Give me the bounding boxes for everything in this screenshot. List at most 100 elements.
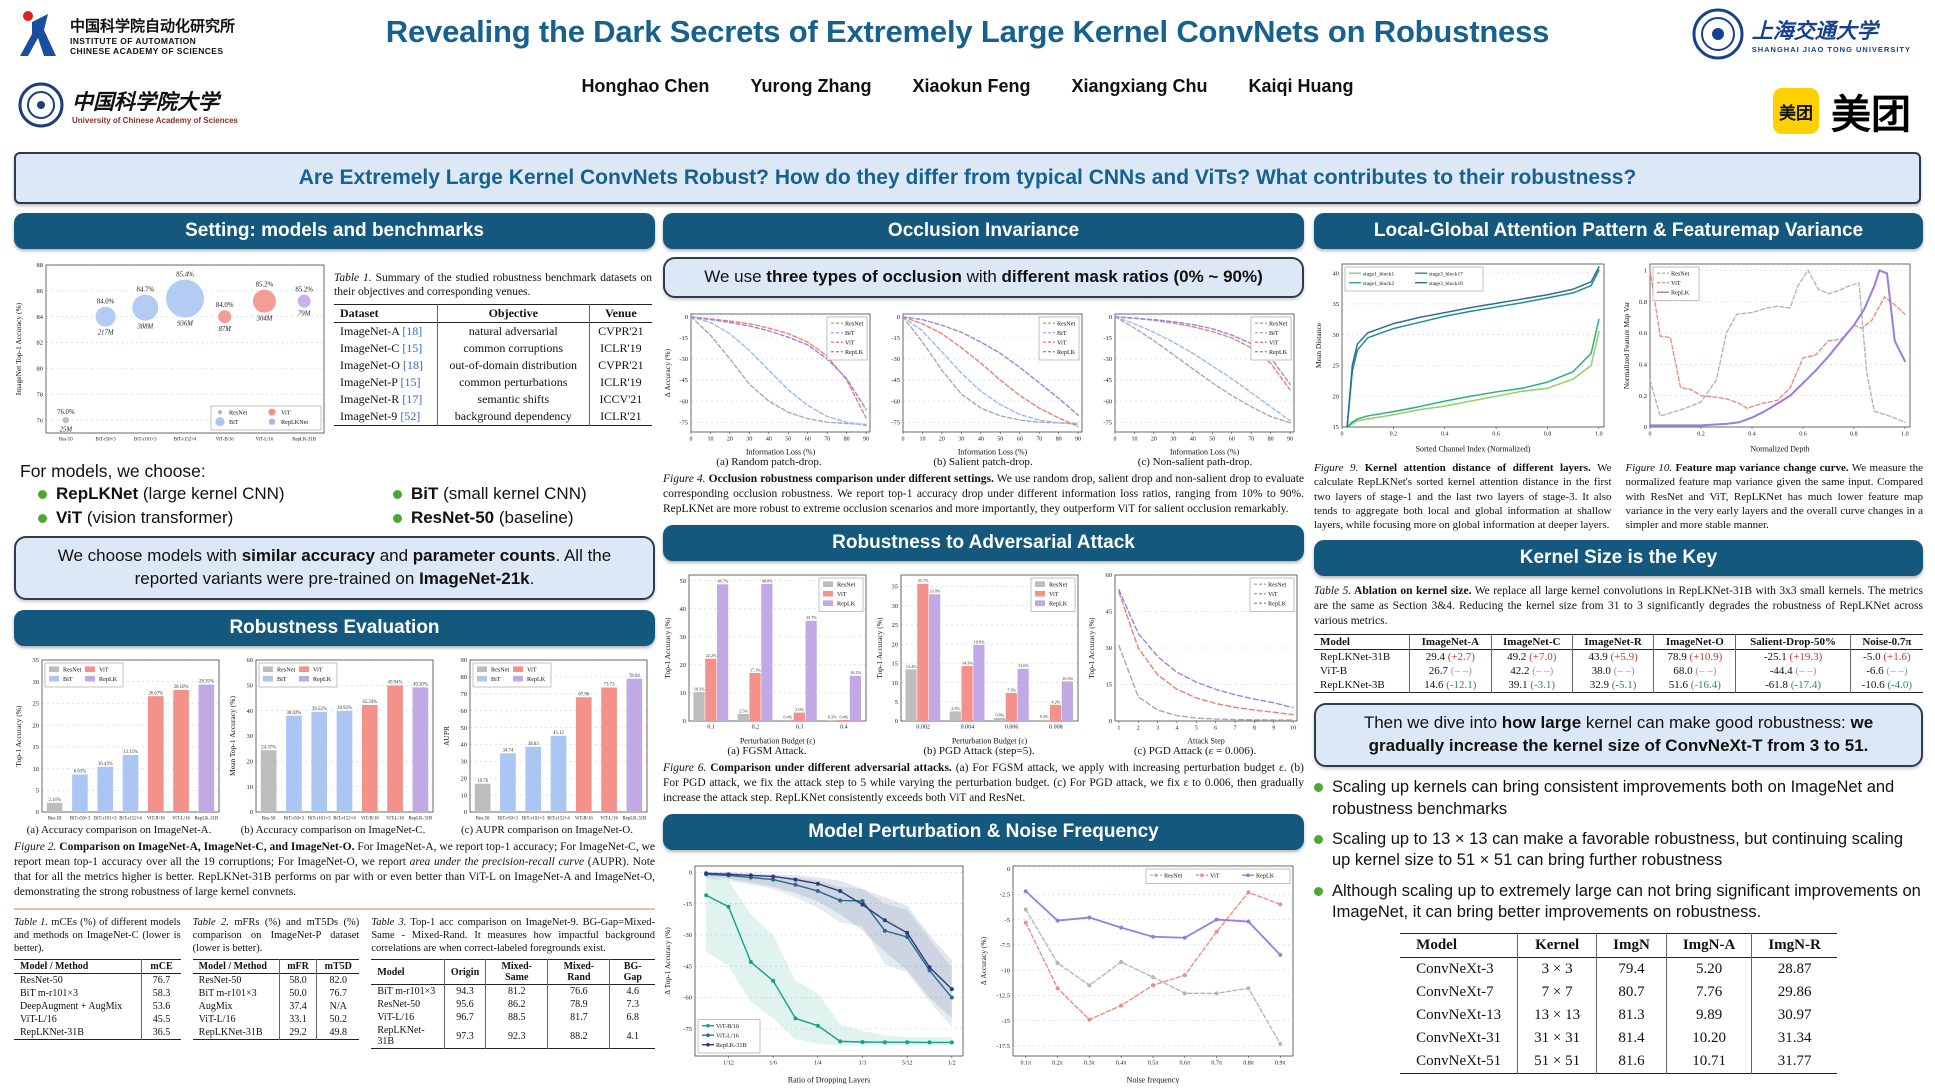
models-choose-grid: RepLKNet (large kernel CNN) ViT (vision … bbox=[38, 484, 655, 528]
svg-text:Δ Accuracy (%): Δ Accuracy (%) bbox=[663, 348, 672, 397]
casia-en1: INSTITUTE OF AUTOMATION bbox=[70, 35, 197, 46]
svg-text:-2.5: -2.5 bbox=[1000, 891, 1010, 898]
svg-text:73.73: 73.73 bbox=[604, 683, 615, 688]
svg-text:30: 30 bbox=[892, 603, 899, 610]
svg-text:Mean Distance: Mean Distance bbox=[1314, 322, 1323, 368]
svg-text:-75: -75 bbox=[683, 1026, 692, 1033]
svg-text:-60: -60 bbox=[1103, 398, 1112, 405]
svg-text:80: 80 bbox=[1056, 436, 1062, 442]
drop-layers-chart: 0 -15 -30 -45 -60 -75 1/12 1/6 1/4 1/3 5/12 1/2 Rati… bbox=[663, 858, 971, 1084]
svg-text:50: 50 bbox=[461, 725, 468, 732]
svg-text:Δ Top-1 Accuracy (%): Δ Top-1 Accuracy (%) bbox=[663, 926, 672, 994]
svg-text:22.2%: 22.2% bbox=[706, 653, 717, 658]
svg-text:85.2%: 85.2% bbox=[256, 282, 274, 289]
subcaption-a: (a) Accuracy comparison on ImageNet-A. bbox=[26, 823, 212, 836]
svg-text:10: 10 bbox=[33, 766, 40, 773]
svg-text:5: 5 bbox=[36, 787, 39, 794]
svg-text:84.0%: 84.0% bbox=[216, 302, 234, 309]
svg-text:0.6: 0.6 bbox=[1639, 330, 1648, 337]
svg-text:0: 0 bbox=[1341, 432, 1344, 438]
svg-text:388M: 388M bbox=[136, 324, 153, 331]
svg-text:ViT-L/16: ViT-L/16 bbox=[256, 438, 274, 443]
svg-text:70: 70 bbox=[824, 436, 830, 442]
svg-text:0: 0 bbox=[689, 869, 692, 876]
svg-text:RepLK: RepLK bbox=[845, 349, 864, 356]
svg-text:10: 10 bbox=[680, 690, 687, 697]
mce-table: Model / Method mCE ResNet-50 76.7 BiT m-r101… bbox=[14, 959, 181, 1040]
svg-text:-45: -45 bbox=[891, 377, 900, 384]
model-bullet-label: ViT (vision transformer) bbox=[56, 508, 234, 527]
svg-text:40: 40 bbox=[461, 742, 468, 749]
figure2-caption: Figure 2. Comparison on ImageNet-A, Imag… bbox=[14, 840, 656, 898]
svg-text:Top-1 Accuracy (%): Top-1 Accuracy (%) bbox=[14, 705, 23, 767]
finding-item: Scaling up kernels can bring consistent … bbox=[1314, 777, 1923, 820]
svg-text:BiT: BiT bbox=[63, 676, 73, 683]
svg-text:ResNet: ResNet bbox=[63, 666, 81, 673]
figure4-caption: Figure 4. Occlusion robustness compariso… bbox=[663, 472, 1304, 515]
svg-text:48.8%: 48.8% bbox=[762, 578, 773, 583]
svg-text:ImageNet Top-1 Accuracy (%): ImageNet Top-1 Accuracy (%) bbox=[14, 302, 23, 395]
svg-text:0.4: 0.4 bbox=[840, 724, 848, 730]
svg-text:70: 70 bbox=[461, 691, 468, 698]
svg-text:ViT-B/16: ViT-B/16 bbox=[216, 438, 235, 443]
svg-text:BiT-r152×4: BiT-r152×4 bbox=[333, 816, 356, 821]
svg-text:9: 9 bbox=[1272, 725, 1275, 731]
svg-text:1/4: 1/4 bbox=[814, 1060, 822, 1066]
svg-text:0: 0 bbox=[1109, 718, 1112, 725]
svg-text:ResNet: ResNet bbox=[845, 320, 863, 327]
svg-text:2.5%: 2.5% bbox=[739, 708, 748, 713]
svg-text:2.5%: 2.5% bbox=[951, 706, 960, 711]
svg-text:BiT-r101×3: BiT-r101×3 bbox=[94, 816, 117, 821]
svg-text:5/12: 5/12 bbox=[902, 1060, 913, 1066]
svg-text:-12.5: -12.5 bbox=[996, 992, 1010, 999]
svg-text:-15: -15 bbox=[891, 335, 900, 342]
svg-text:50: 50 bbox=[247, 682, 254, 689]
svg-text:25: 25 bbox=[1333, 363, 1340, 370]
svg-text:0: 0 bbox=[1114, 436, 1117, 442]
kernel-findings-list: Scaling up kernels can bring consistent … bbox=[1314, 777, 1923, 924]
svg-text:BiT: BiT bbox=[229, 419, 239, 426]
svg-text:33.0%: 33.0% bbox=[930, 588, 941, 593]
bullet-dot-icon bbox=[1314, 783, 1323, 793]
ucas-cn: 中国科学院大学 bbox=[72, 89, 219, 114]
svg-text:-30: -30 bbox=[683, 932, 692, 939]
svg-text:Mean Top-1 Accuracy (%): Mean Top-1 Accuracy (%) bbox=[228, 695, 237, 775]
sjtu-cn: 上海交通大学 bbox=[1751, 18, 1878, 43]
svg-text:49.20%: 49.20% bbox=[413, 682, 428, 687]
svg-text:ViT: ViT bbox=[1057, 339, 1067, 346]
svg-text:20: 20 bbox=[939, 436, 945, 442]
svg-text:0.4: 0.4 bbox=[1441, 432, 1449, 438]
svg-text:13.4%: 13.4% bbox=[906, 664, 917, 669]
subcaption-b: (b) Accuracy comparison on ImageNet-C. bbox=[240, 823, 426, 836]
author: Honghao Chen bbox=[581, 76, 710, 96]
meituan-wordmark: 美团 bbox=[1831, 93, 1911, 137]
svg-text:RepLK: RepLK bbox=[527, 676, 546, 683]
svg-text:0.8π: 0.8π bbox=[1243, 1060, 1254, 1066]
svg-text:40: 40 bbox=[1333, 270, 1340, 277]
svg-text:45: 45 bbox=[1106, 608, 1113, 615]
column-right: Local-Global Attention Pattern & Feature… bbox=[1314, 213, 1923, 1074]
svg-text:0.6: 0.6 bbox=[1799, 432, 1807, 438]
kernel-note-box: Then we dive into how large kernel can m… bbox=[1314, 703, 1923, 768]
svg-text:60: 60 bbox=[805, 436, 811, 442]
svg-text:ViT: ViT bbox=[281, 409, 291, 416]
imagenet-o-bar-chart: 0 10 20 30 40 50 60 70 80 90 Res-50 BiT-r50×3 BiT-r1… bbox=[442, 654, 652, 824]
svg-text:0: 0 bbox=[36, 809, 39, 816]
svg-text:RepLK-31B: RepLK-31B bbox=[716, 1041, 747, 1048]
svg-text:RepLK: RepLK bbox=[99, 676, 118, 683]
svg-text:0.4: 0.4 bbox=[1748, 432, 1756, 438]
svg-text:BiT-r50×3: BiT-r50×3 bbox=[70, 816, 91, 821]
ucas-logo-block: 中国科学院大学 University of Chinese Academy of… bbox=[18, 82, 238, 128]
svg-text:-15: -15 bbox=[1001, 1017, 1010, 1024]
column-left: Setting: models and benchmarks 76 78 80 82 8… bbox=[14, 213, 656, 1049]
svg-text:25M: 25M bbox=[60, 426, 73, 433]
svg-text:-45: -45 bbox=[683, 963, 692, 970]
svg-text:38.63: 38.63 bbox=[528, 742, 539, 747]
svg-text:ViT: ViT bbox=[845, 339, 855, 346]
model-bullet-label: ResNet-50 (baseline) bbox=[410, 508, 574, 527]
model-bullet-label: RepLKNet (large kernel CNN) bbox=[56, 484, 285, 503]
svg-text:50: 50 bbox=[997, 436, 1003, 442]
in9-table-caption: Table 3. Top-1 acc comparison on ImageNe… bbox=[371, 916, 656, 954]
svg-text:RepLK: RepLK bbox=[313, 676, 332, 683]
svg-text:0.2: 0.2 bbox=[752, 724, 760, 730]
